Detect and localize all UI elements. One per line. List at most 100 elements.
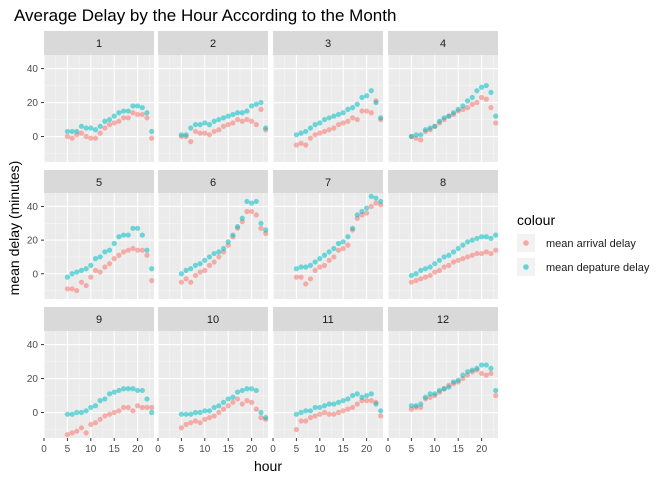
facet-strip — [44, 170, 154, 194]
facet-strip — [388, 31, 498, 55]
arrival-delay-point — [312, 267, 318, 273]
arrival-delay-point — [211, 259, 217, 265]
departure-delay-point — [349, 392, 356, 399]
x-tick-label: 10 — [429, 444, 441, 455]
departure-delay-point — [418, 267, 424, 273]
departure-delay-point — [450, 379, 457, 385]
arrival-delay-point — [197, 420, 203, 426]
departure-delay-point — [92, 256, 99, 262]
departure-delay-point — [364, 93, 370, 99]
arrival-delay-point — [340, 245, 346, 252]
panel-background — [388, 55, 498, 162]
arrival-delay-point — [102, 125, 108, 131]
departure-delay-point — [244, 108, 250, 114]
facet-strip-label: 3 — [325, 38, 331, 50]
x-tick-label: 5 — [409, 444, 415, 455]
departure-delay-point — [418, 132, 424, 138]
arrival-delay-point — [225, 403, 231, 409]
arrival-delay-point — [469, 252, 475, 258]
departure-delay-point — [460, 372, 466, 378]
departure-delay-point — [74, 269, 80, 275]
arrival-delay-point — [408, 279, 415, 285]
departure-delay-point — [432, 391, 438, 397]
departure-delay-point — [460, 242, 466, 248]
arrival-delay-point — [364, 398, 370, 404]
departure-delay-point — [307, 408, 314, 414]
facet-strip — [158, 31, 268, 55]
arrival-delay-point — [125, 247, 131, 253]
arrival-delay-point — [111, 120, 117, 126]
arrival-delay-point — [135, 111, 141, 118]
arrival-delay-point — [345, 406, 351, 412]
departure-delay-point — [102, 396, 108, 402]
departure-delay-point — [106, 247, 113, 253]
arrival-delay-point — [335, 247, 342, 253]
departure-delay-point — [135, 387, 141, 394]
departure-delay-point — [422, 394, 429, 400]
arrival-delay-point — [144, 404, 150, 411]
facet-strip — [388, 307, 498, 331]
arrival-delay-point — [326, 127, 332, 133]
facet-strip-label: 7 — [325, 177, 331, 189]
departure-delay-point — [64, 128, 71, 135]
arrival-delay-point — [144, 252, 150, 258]
departure-delay-point — [436, 118, 443, 124]
arrival-delay-point — [359, 108, 365, 114]
arrival-delay-point — [116, 252, 122, 258]
arrival-delay-point — [206, 132, 213, 138]
departure-delay-point — [249, 103, 255, 109]
arrival-delay-point — [211, 413, 217, 419]
arrival-delay-point — [258, 106, 264, 112]
departure-delay-point — [206, 122, 213, 128]
arrival-delay-point — [446, 262, 452, 268]
departure-delay-point — [479, 234, 485, 240]
facet-panels: 1 2 3 45 6 7 89 10 11 12 — [43, 31, 499, 438]
arrival-delay-point — [192, 418, 199, 424]
departure-delay-point — [479, 84, 485, 90]
facet-strip-label: 8 — [440, 177, 446, 189]
departure-delay-point — [331, 113, 337, 119]
departure-delay-point — [111, 389, 117, 395]
arrival-delay-point — [436, 267, 443, 273]
arrival-delay-point — [464, 254, 471, 260]
arrival-delay-point — [317, 411, 323, 417]
departure-delay-point — [483, 362, 489, 368]
departure-delay-point — [446, 113, 452, 119]
arrival-delay-point — [97, 269, 103, 275]
departure-delay-point — [106, 391, 113, 397]
arrival-delay-point — [234, 116, 241, 123]
departure-delay-point — [234, 224, 241, 230]
departure-delay-point — [469, 94, 475, 101]
arrival-delay-point — [293, 142, 300, 148]
arrival-delay-point — [111, 256, 117, 262]
departure-delay-point — [234, 389, 241, 395]
departure-delay-point — [249, 200, 255, 206]
arrival-delay-point — [364, 210, 370, 216]
departure-delay-point — [340, 398, 346, 404]
facet-strip-label: 9 — [96, 314, 102, 326]
arrival-delay-point — [249, 208, 255, 215]
arrival-delay-point — [349, 404, 356, 411]
departure-delay-point — [354, 101, 360, 107]
departure-delay-point — [249, 386, 255, 392]
arrival-delay-point — [239, 118, 245, 124]
arrival-delay-point — [64, 133, 71, 140]
departure-delay-point — [263, 227, 269, 233]
arrival-delay-point — [192, 272, 199, 279]
arrival-delay-point — [331, 411, 337, 417]
departure-delay-point — [97, 254, 103, 260]
departure-delay-point — [432, 123, 438, 129]
departure-delay-point — [413, 403, 419, 409]
arrival-delay-point — [298, 140, 304, 146]
departure-delay-point — [345, 396, 351, 402]
arrival-delay-point — [64, 432, 71, 438]
departure-delay-point — [139, 105, 145, 111]
facet-panel-3: 3 — [272, 31, 384, 162]
x-tick-label: 20 — [132, 444, 144, 455]
arrival-delay-point — [354, 401, 360, 407]
departure-delay-point — [188, 125, 194, 131]
arrival-delay-point — [293, 426, 300, 433]
departure-delay-point — [446, 384, 452, 390]
arrival-delay-point — [479, 250, 485, 257]
departure-delay-point — [202, 257, 208, 263]
